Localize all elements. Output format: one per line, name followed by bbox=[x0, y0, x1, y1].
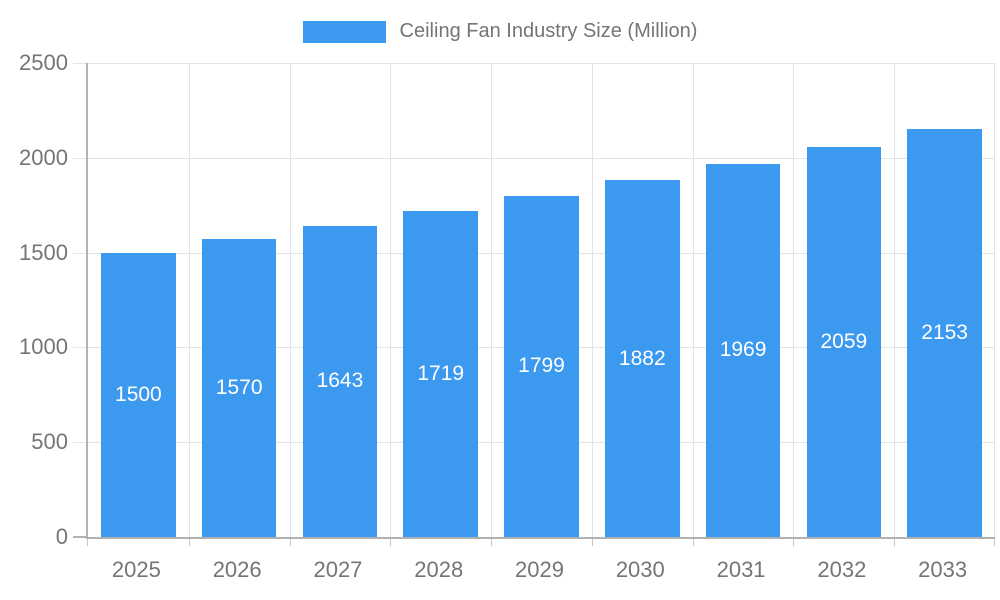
bar[interactable]: 1570 bbox=[201, 239, 277, 537]
x-tick-label: 2032 bbox=[817, 557, 867, 582]
y-gridline bbox=[88, 157, 995, 159]
x-tick-label: 2027 bbox=[313, 557, 363, 582]
bar-value-label: 1719 bbox=[417, 362, 465, 386]
bar-cell: 1969 bbox=[693, 63, 794, 537]
x-tick bbox=[894, 539, 896, 546]
y-tick bbox=[73, 63, 86, 64]
bar-value-label: 1570 bbox=[215, 376, 263, 400]
x-tick bbox=[591, 539, 593, 546]
y-gridline bbox=[88, 63, 995, 64]
y-axis-labels: 0 500 1000 1500 2000 2500 bbox=[0, 50, 68, 549]
x-gridline bbox=[894, 63, 896, 537]
bar-value-label: 2059 bbox=[820, 329, 868, 353]
x-gridline bbox=[994, 63, 995, 537]
bar-cell: 2059 bbox=[793, 63, 894, 537]
bar[interactable]: 2153 bbox=[907, 128, 982, 537]
x-tick-label: 2029 bbox=[515, 557, 564, 582]
bar-cell: 1643 bbox=[290, 63, 391, 537]
bar-cell: 1882 bbox=[592, 63, 693, 537]
x-tick bbox=[390, 539, 392, 546]
x-gridline bbox=[491, 63, 493, 537]
bar-cell: 1799 bbox=[491, 63, 592, 537]
x-gridline bbox=[591, 63, 593, 537]
y-tick bbox=[73, 442, 86, 444]
bar[interactable]: 1500 bbox=[101, 252, 176, 537]
y-tick-label: 2500 bbox=[19, 50, 68, 75]
x-tick bbox=[491, 539, 493, 546]
x-tick bbox=[692, 539, 694, 546]
x-tick bbox=[994, 539, 995, 546]
bar-value-label: 1500 bbox=[115, 382, 162, 406]
x-gridline bbox=[188, 63, 190, 537]
bar[interactable]: 2059 bbox=[806, 146, 882, 537]
bar-cell: 1570 bbox=[189, 63, 290, 537]
bar-row: 1500 1570 1643 1719 1799 1882 1969 2059 2153 bbox=[88, 63, 995, 537]
y-tick-label: 1500 bbox=[19, 239, 68, 265]
x-tick bbox=[188, 539, 190, 546]
bar-cell: 2153 bbox=[894, 63, 995, 537]
y-tick bbox=[73, 252, 86, 254]
x-tick bbox=[87, 539, 88, 546]
x-gridline bbox=[692, 63, 694, 537]
bar[interactable]: 1643 bbox=[302, 225, 378, 537]
bar-value-label: 2153 bbox=[921, 320, 968, 344]
x-tick-label: 2025 bbox=[111, 557, 161, 582]
bar[interactable]: 1719 bbox=[403, 211, 479, 537]
bar-value-label: 1882 bbox=[618, 346, 666, 370]
bar[interactable]: 1882 bbox=[605, 180, 680, 537]
bar-value-label: 1643 bbox=[316, 369, 364, 393]
x-tick-label: 2030 bbox=[615, 557, 665, 582]
x-tick-label: 2026 bbox=[212, 557, 262, 582]
x-tick-label: 2028 bbox=[414, 557, 464, 582]
legend-label: Ceiling Fan Industry Size (Million) bbox=[399, 20, 698, 42]
x-gridline bbox=[793, 63, 795, 537]
x-tick bbox=[289, 539, 291, 546]
bar[interactable]: 1799 bbox=[504, 195, 579, 537]
y-tick-label: 2000 bbox=[19, 144, 68, 170]
y-tick-label: 1000 bbox=[19, 334, 68, 360]
x-tick-label: 2033 bbox=[918, 557, 968, 582]
y-tick-label: 500 bbox=[31, 429, 68, 455]
bar-value-label: 1799 bbox=[518, 354, 565, 378]
x-gridline bbox=[289, 63, 291, 537]
x-tick bbox=[793, 539, 795, 546]
legend[interactable]: Ceiling Fan Industry Size (Million) bbox=[0, 20, 1000, 43]
y-tick bbox=[73, 157, 86, 159]
y-tick bbox=[73, 347, 86, 349]
bar-cell: 1500 bbox=[88, 63, 189, 537]
y-tick bbox=[73, 536, 86, 538]
plot-area: 1500 1570 1643 1719 1799 1882 1969 2059 2153 bbox=[73, 63, 995, 546]
legend-swatch-icon bbox=[302, 20, 386, 43]
bar-cell: 1719 bbox=[390, 63, 491, 537]
y-tick-label: 0 bbox=[55, 524, 68, 549]
x-axis-labels: 2025 2026 2027 2028 2029 2030 2031 2032 2033 bbox=[86, 557, 993, 583]
bar[interactable]: 1969 bbox=[705, 163, 781, 537]
x-tick-label: 2031 bbox=[716, 557, 766, 582]
x-gridline bbox=[390, 63, 392, 537]
bar-value-label: 1969 bbox=[719, 338, 767, 362]
